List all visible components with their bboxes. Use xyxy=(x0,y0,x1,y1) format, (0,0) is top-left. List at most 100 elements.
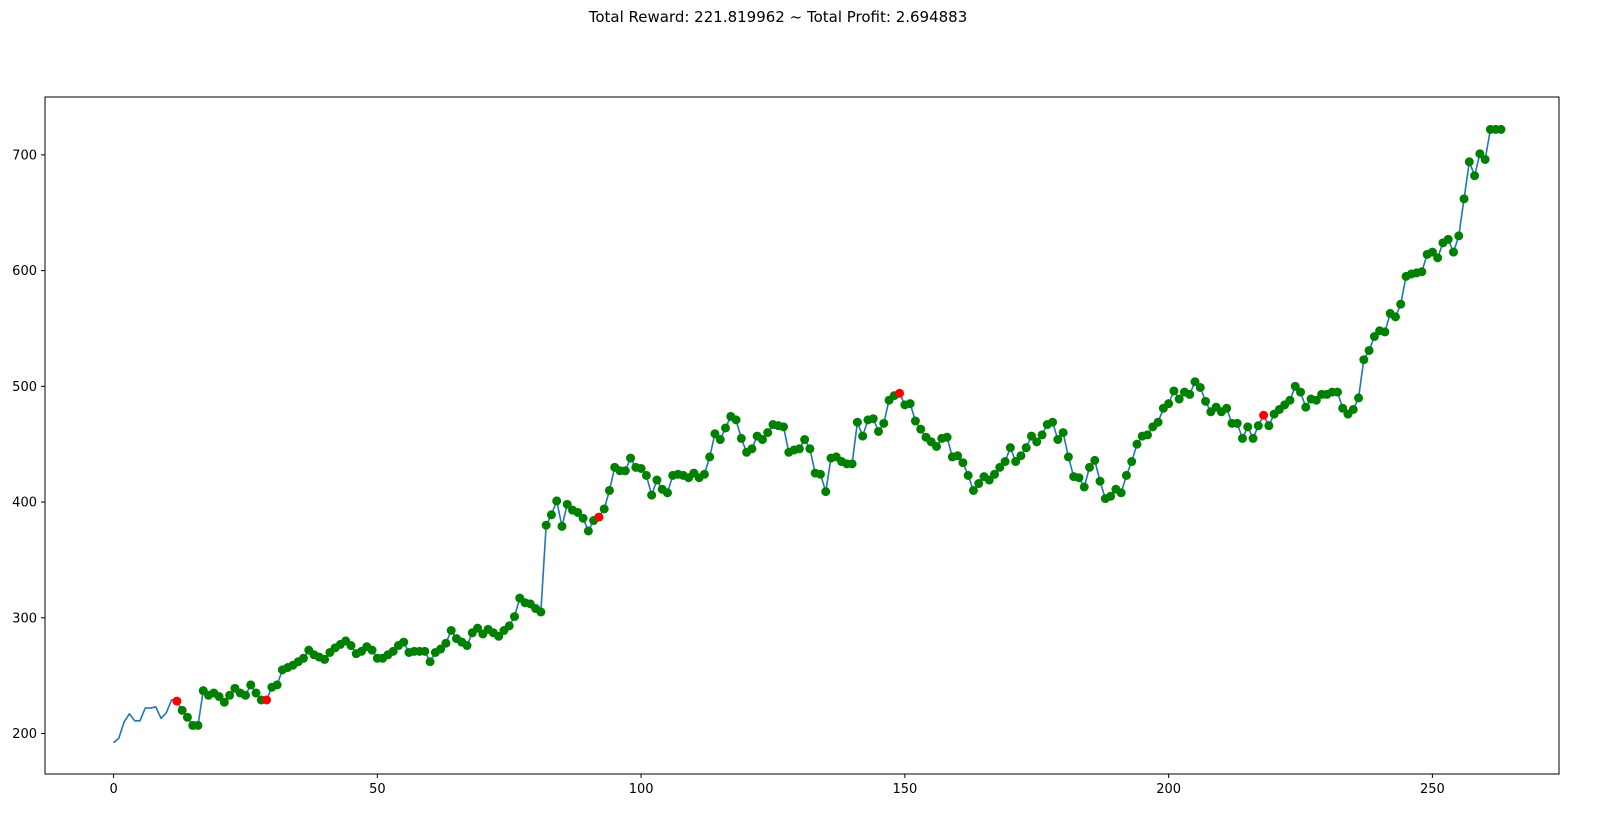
long-position-marker xyxy=(916,424,926,434)
long-position-marker xyxy=(425,657,435,667)
long-position-marker xyxy=(599,504,609,514)
long-position-marker xyxy=(1417,267,1427,277)
long-position-marker xyxy=(721,423,731,433)
long-position-marker xyxy=(1443,234,1453,244)
long-position-marker xyxy=(182,712,192,722)
long-position-marker xyxy=(1290,381,1300,391)
long-position-marker xyxy=(1106,491,1116,501)
long-position-marker xyxy=(715,435,725,445)
long-position-marker xyxy=(731,415,741,425)
long-position-marker xyxy=(1364,345,1374,355)
long-position-marker xyxy=(578,513,588,523)
long-position-marker xyxy=(879,418,889,428)
long-position-marker xyxy=(1427,247,1437,257)
long-position-marker xyxy=(1116,488,1126,498)
y-tick-label: 400 xyxy=(12,496,37,511)
x-tick-label: 150 xyxy=(892,782,917,797)
long-position-marker xyxy=(272,680,282,690)
long-position-marker xyxy=(821,487,831,497)
long-position-marker xyxy=(1185,389,1195,399)
long-position-marker xyxy=(1459,194,1469,204)
long-position-marker xyxy=(747,444,757,454)
short-position-marker xyxy=(895,388,905,398)
long-position-marker xyxy=(1348,404,1358,414)
long-position-marker xyxy=(246,680,256,690)
y-tick-label: 200 xyxy=(12,727,37,742)
long-position-marker xyxy=(546,510,556,520)
long-position-marker xyxy=(441,638,451,648)
long-position-marker xyxy=(1190,377,1200,387)
long-position-marker xyxy=(1143,430,1153,440)
long-position-marker xyxy=(1063,452,1073,462)
long-position-marker xyxy=(557,521,567,531)
y-tick-label: 300 xyxy=(12,611,37,626)
long-position-marker xyxy=(1079,482,1089,492)
long-position-marker xyxy=(953,451,963,461)
long-position-marker xyxy=(1253,421,1263,431)
long-position-marker xyxy=(583,526,593,536)
long-position-marker xyxy=(1480,154,1490,164)
long-position-marker xyxy=(240,690,250,700)
long-position-marker xyxy=(251,688,261,698)
long-position-marker xyxy=(1085,462,1094,472)
long-position-marker xyxy=(1359,355,1369,365)
short-position-marker xyxy=(1259,410,1269,420)
long-position-marker xyxy=(298,653,308,663)
long-position-marker xyxy=(573,507,583,517)
long-position-marker xyxy=(1475,149,1485,159)
long-position-marker xyxy=(177,705,187,715)
long-position-marker xyxy=(763,428,773,438)
long-position-marker xyxy=(852,417,862,427)
long-position-marker xyxy=(1332,387,1342,397)
plot-area xyxy=(113,124,1506,744)
long-position-marker xyxy=(388,646,398,656)
long-position-marker xyxy=(320,654,330,664)
long-position-marker xyxy=(1132,439,1142,449)
long-position-marker xyxy=(984,475,994,485)
long-position-marker xyxy=(963,470,973,480)
long-position-marker xyxy=(510,612,519,622)
long-position-marker xyxy=(1296,387,1306,397)
long-position-marker xyxy=(436,644,446,654)
long-position-marker xyxy=(1237,433,1247,443)
long-position-marker xyxy=(1470,171,1480,181)
long-position-marker xyxy=(446,626,456,635)
y-tick-label: 600 xyxy=(12,264,37,279)
long-position-marker xyxy=(636,463,646,473)
x-tick-label: 250 xyxy=(1420,782,1445,797)
long-position-marker xyxy=(705,452,715,462)
long-position-marker xyxy=(462,641,472,651)
long-position-marker xyxy=(757,435,767,445)
long-position-marker xyxy=(193,720,203,730)
long-position-marker xyxy=(504,621,514,631)
long-position-marker xyxy=(805,444,815,454)
y-tick-label: 500 xyxy=(12,380,37,395)
long-position-marker xyxy=(779,422,789,432)
long-position-marker xyxy=(1195,382,1205,392)
long-position-marker xyxy=(1074,473,1084,483)
axes-frame xyxy=(44,96,1560,775)
long-position-marker xyxy=(626,453,636,463)
axis-ticks: 0 50 100 150 200 250 200 300 400 500 600 700 xyxy=(12,148,1445,797)
long-position-marker xyxy=(552,496,562,506)
long-position-marker xyxy=(1011,457,1021,467)
long-position-marker xyxy=(536,607,546,617)
short-position-marker xyxy=(172,696,182,706)
long-position-marker xyxy=(995,462,1005,472)
long-position-marker xyxy=(1058,428,1068,438)
long-position-marker xyxy=(1264,421,1274,431)
long-position-marker xyxy=(473,623,483,633)
long-position-marker xyxy=(1354,393,1364,403)
short-position-marker xyxy=(594,512,604,522)
long-position-marker xyxy=(1121,470,1131,480)
long-position-marker xyxy=(541,520,551,530)
long-position-marker xyxy=(794,444,804,454)
long-position-marker xyxy=(494,631,504,641)
long-position-marker xyxy=(641,470,651,480)
long-position-marker xyxy=(1285,395,1295,405)
long-position-marker xyxy=(800,435,810,445)
x-tick-label: 100 xyxy=(629,782,654,797)
y-tick-label: 700 xyxy=(12,148,37,163)
long-position-marker xyxy=(868,414,878,424)
